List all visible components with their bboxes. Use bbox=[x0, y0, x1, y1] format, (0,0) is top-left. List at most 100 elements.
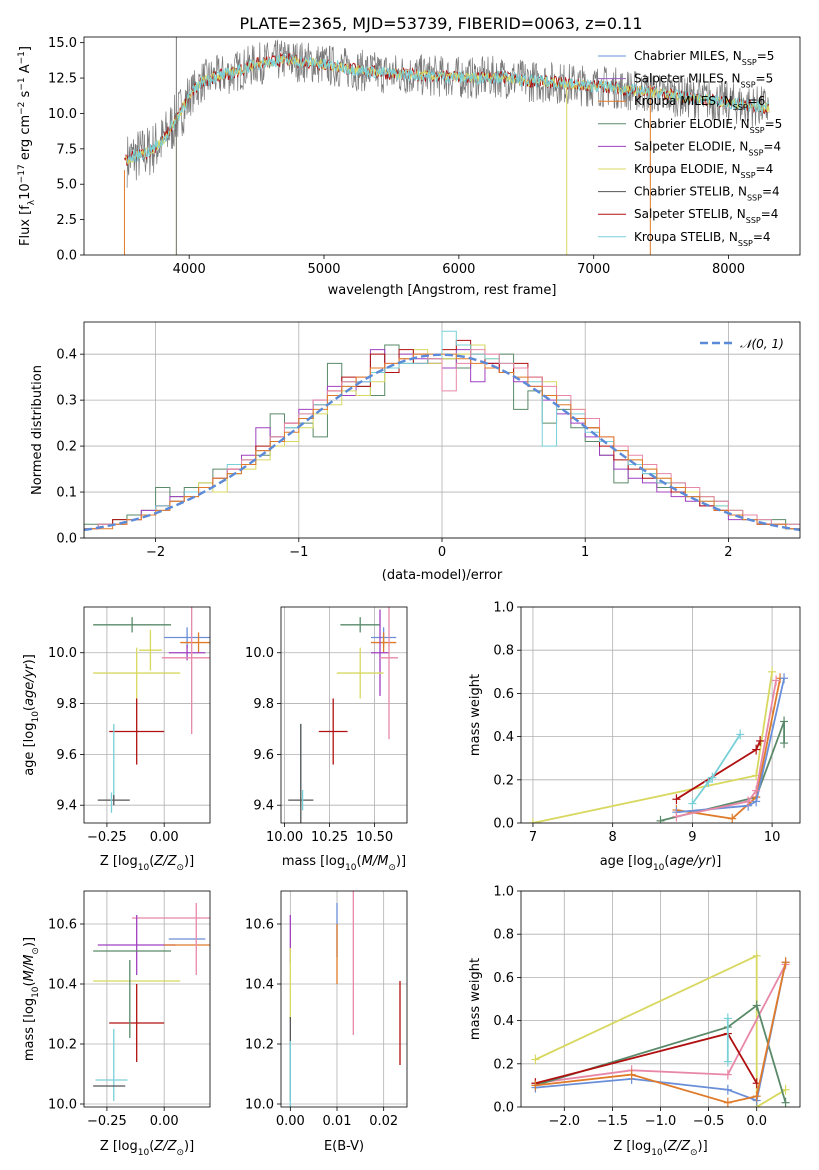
y-tick-label: 0.4 bbox=[493, 1014, 514, 1029]
legend-label: Chabrier STELIB, NSSP=4 bbox=[634, 185, 780, 203]
mass_vs_ebv-axes: 0.00 0.01 0.02 10.0 10.2 10.4 10.6 bbox=[245, 891, 407, 1129]
y-tick-label: 5.0 bbox=[56, 178, 77, 193]
y-tick-label: 0.2 bbox=[493, 773, 514, 788]
mass-weight-line bbox=[676, 678, 781, 820]
mass-vs-Z-x-label: Z [log10(Z/Z⊙)] bbox=[100, 1139, 194, 1158]
y-tick-label: 0.4 bbox=[493, 730, 514, 745]
mass_weight_vs_age-frame bbox=[520, 606, 801, 824]
y-tick-label: 15.0 bbox=[48, 36, 77, 51]
spectrum-legend: Chabrier MILES, NSSP=5 Salpeter MILES, NS… bbox=[598, 49, 782, 247]
mass-weight-line bbox=[535, 954, 787, 1107]
y-tick-label: 10.0 bbox=[48, 646, 77, 661]
x-tick-label: −1 bbox=[289, 545, 308, 560]
y-tick-label: 0.6 bbox=[493, 687, 514, 702]
residuals-plot-area bbox=[84, 330, 800, 538]
y-tick-label: 0.3 bbox=[56, 394, 77, 409]
legend-label: 𝒩(0, 1) bbox=[740, 337, 784, 351]
x-tick-label: 9 bbox=[688, 830, 696, 845]
y-tick-label: 10.2 bbox=[48, 1038, 77, 1053]
mass_vs_Z-axes: −0.25 0.00 10.0 10.2 10.4 10.6 bbox=[48, 891, 210, 1129]
y-tick-label: 0.0 bbox=[493, 817, 514, 832]
y-tick-label: 0.0 bbox=[56, 532, 77, 547]
mass_vs_ebv-frame bbox=[280, 890, 408, 1108]
x-tick-label: 0.0 bbox=[746, 1114, 767, 1129]
y-tick-label: 7.5 bbox=[56, 142, 77, 157]
figure-title: PLATE=2365, MJD=53739, FIBERID=0063, z=0… bbox=[239, 14, 642, 33]
y-tick-label: 0.4 bbox=[56, 348, 77, 363]
legend-label: Chabrier MILES, NSSP=5 bbox=[634, 49, 774, 67]
observed-spectrum bbox=[126, 39, 770, 188]
mass-weight-line bbox=[532, 671, 773, 823]
y-tick-label: 10.4 bbox=[245, 978, 274, 993]
mass_weight_vs_Z-plot-area bbox=[531, 950, 790, 1107]
x-tick-label: 10 bbox=[764, 830, 781, 845]
y-tick-label: 10.6 bbox=[48, 918, 77, 933]
y-tick-label: 9.4 bbox=[56, 799, 77, 814]
mass_weight_vs_age-plot-area bbox=[528, 666, 789, 823]
mass_weight_vs_age-axes: 7 8 9 10 0.0 0.2 0.4 0.6 0.8 1.0 bbox=[493, 601, 800, 845]
residuals-y-label: Normed distribution bbox=[30, 365, 45, 495]
y-tick-label: 0.2 bbox=[56, 440, 77, 455]
x-tick-label: −0.5 bbox=[693, 1114, 725, 1129]
y-tick-label: 0.2 bbox=[493, 1057, 514, 1072]
x-tick-label: −0.25 bbox=[87, 1114, 127, 1129]
y-tick-label: 9.4 bbox=[253, 799, 274, 814]
age_vs_Z-frame bbox=[83, 606, 211, 824]
x-tick-label: 10.50 bbox=[356, 830, 393, 845]
mass-weight-line bbox=[675, 740, 761, 800]
y-tick-label: 1.0 bbox=[493, 601, 514, 616]
legend-label: Kroupa STELIB, NSSP=4 bbox=[634, 230, 771, 248]
mass-weight-line bbox=[535, 1004, 787, 1103]
y-tick-label: 10.0 bbox=[48, 1098, 77, 1113]
x-tick-label: 5000 bbox=[307, 262, 340, 277]
x-tick-label: 6000 bbox=[442, 262, 475, 277]
y-tick-label: 10.2 bbox=[245, 1038, 274, 1053]
x-tick-label: 10.25 bbox=[311, 830, 348, 845]
age_vs_mass-plot-area bbox=[288, 607, 398, 823]
y-tick-label: 10.6 bbox=[245, 918, 274, 933]
x-tick-label: 0.00 bbox=[150, 830, 179, 845]
mw-age-y-label: mass weight bbox=[468, 674, 483, 756]
residuals-x-label: (data-model)/error bbox=[382, 568, 503, 583]
y-tick-label: 10.4 bbox=[48, 978, 77, 993]
x-tick-label: 2 bbox=[724, 545, 732, 560]
y-tick-label: 2.5 bbox=[56, 213, 77, 228]
spectrum-frame bbox=[83, 36, 801, 256]
x-tick-label: 7000 bbox=[577, 262, 610, 277]
legend-label: Salpeter STELIB, NSSP=4 bbox=[634, 207, 778, 225]
mass-weight-line bbox=[535, 963, 787, 1085]
age_vs_Z-axes: −0.25 0.00 9.4 9.6 9.8 10.0 bbox=[48, 607, 210, 845]
x-tick-label: 7 bbox=[529, 830, 537, 845]
x-tick-label: −0.25 bbox=[87, 830, 127, 845]
legend-label: Salpeter ELODIE, NSSP=4 bbox=[634, 139, 781, 157]
mass-vs-ebv-x-label: E(B-V) bbox=[324, 1139, 364, 1154]
model-spectrum bbox=[125, 55, 770, 165]
y-tick-label: 9.6 bbox=[253, 748, 274, 763]
y-tick-label: 10.0 bbox=[245, 1098, 274, 1113]
normal-curve bbox=[84, 353, 800, 532]
age-vs-mass-x-label: mass [log10(M/M⊙)] bbox=[282, 854, 406, 873]
spectrum-x-label: wavelength [Angstrom, rest frame] bbox=[328, 283, 557, 298]
y-tick-label: 0.6 bbox=[493, 971, 514, 986]
spectrum-plot-area bbox=[123, 37, 770, 255]
x-tick-label: −1.5 bbox=[597, 1114, 629, 1129]
x-tick-label: 8000 bbox=[712, 262, 745, 277]
x-tick-label: −2 bbox=[146, 545, 165, 560]
y-tick-label: 0.0 bbox=[56, 249, 77, 264]
y-tick-label: 9.6 bbox=[56, 748, 77, 763]
mass-weight-line bbox=[691, 733, 741, 805]
mass_vs_ebv-plot-area bbox=[289, 891, 401, 1107]
mass_vs_Z-plot-area bbox=[93, 903, 210, 1101]
x-tick-label: 4000 bbox=[173, 262, 206, 277]
y-tick-label: 9.8 bbox=[253, 697, 274, 712]
age-vs-Z-x-label: Z [log10(Z/Z⊙)] bbox=[100, 854, 194, 873]
mass_weight_vs_Z-frame bbox=[520, 890, 801, 1108]
residuals-frame bbox=[83, 321, 801, 539]
spectrum-y-label: Flux [fλ10−17 erg cm−2 s−1 A−1] bbox=[17, 46, 37, 246]
model-spectrum bbox=[126, 54, 770, 164]
legend-label: Kroupa MILES, NSSP=6 bbox=[634, 94, 765, 112]
y-tick-label: 12.5 bbox=[48, 72, 77, 87]
legend-label: Chabrier ELODIE, NSSP=5 bbox=[634, 117, 782, 135]
x-tick-label: 0.00 bbox=[276, 1114, 305, 1129]
